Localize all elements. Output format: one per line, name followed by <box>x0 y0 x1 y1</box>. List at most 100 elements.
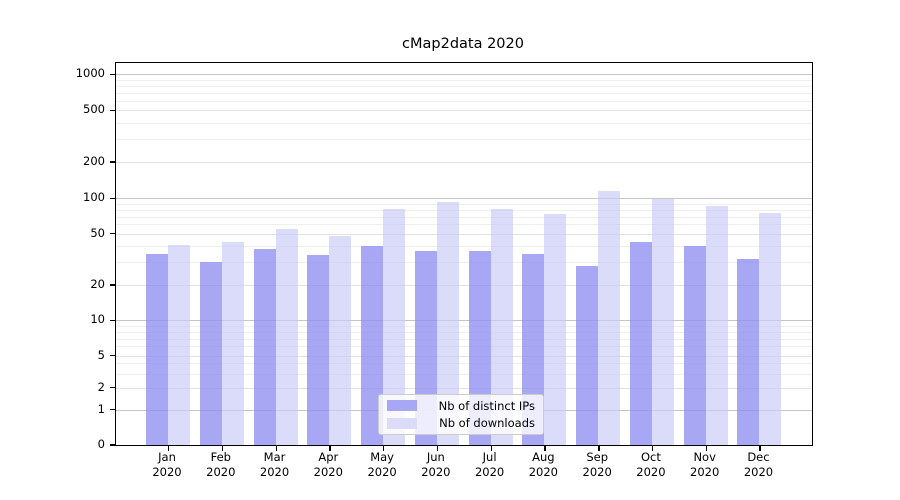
y-tick-label-2: 2 <box>97 379 105 394</box>
x-tick-label-dec: Dec 2020 <box>743 450 774 479</box>
bar-downloads-dec <box>759 213 782 445</box>
gridline-50 <box>116 233 812 235</box>
x-tick-mark-jan <box>168 446 170 451</box>
y-tick-mark-50 <box>110 233 115 235</box>
x-tick-label-apr: Apr 2020 <box>313 450 343 479</box>
legend-swatch-distinct-ips <box>387 400 417 412</box>
bar-downloads-mar <box>275 228 298 445</box>
gridline-7 <box>116 338 812 340</box>
plot-area <box>110 62 813 451</box>
x-tick-label-jan: Jan 2020 <box>152 450 182 479</box>
y-tick-mark-100 <box>110 197 115 199</box>
gridline-800 <box>116 85 812 87</box>
gridline-90 <box>116 203 812 205</box>
bar-downloads-jun <box>436 202 459 445</box>
bar-downloads-jan <box>168 244 190 445</box>
y-tick-mark-500 <box>110 109 115 111</box>
bar-downloads-may <box>383 209 406 445</box>
bar-distinct-ips-feb <box>199 262 222 445</box>
x-tick-mark-feb <box>221 446 224 451</box>
y-tick-label-200: 200 <box>83 154 105 168</box>
bar-downloads-aug <box>544 213 567 445</box>
legend-label-downloads: Nb of downloads <box>439 416 535 431</box>
gridline-900 <box>116 79 812 81</box>
gridline-20 <box>116 285 812 286</box>
x-tick-mark-aug <box>544 446 546 451</box>
x-tick-mark-nov <box>705 446 708 451</box>
y-tick-label-20: 20 <box>90 277 105 291</box>
gridline-300 <box>116 139 812 141</box>
gridline-200 <box>116 162 812 163</box>
gridline-100 <box>116 198 812 200</box>
bar-distinct-ips-oct <box>629 242 652 445</box>
y-tick-label-1: 1 <box>97 401 105 416</box>
x-tick-label-mar: Mar 2020 <box>259 450 290 479</box>
x-tick-mark-apr <box>329 446 331 451</box>
y-tick-label-0: 0 <box>97 437 105 451</box>
x-tick-label-jul: Jul 2020 <box>474 450 505 479</box>
legend-swatch-downloads <box>387 417 417 429</box>
x-tick-label-jun: Jun 2020 <box>421 450 451 479</box>
y-tick-label-100: 100 <box>83 190 105 205</box>
y-tick-label-5: 5 <box>97 347 105 362</box>
gridline-400 <box>116 122 812 124</box>
y-tick-mark-1 <box>110 409 115 411</box>
y-tick-label-10: 10 <box>90 312 105 327</box>
gridline-9 <box>116 325 812 327</box>
bar-downloads-apr <box>329 236 352 445</box>
y-tick-mark-1000 <box>110 73 115 75</box>
y-tick-mark-2 <box>110 387 115 389</box>
gridline-600 <box>116 100 812 102</box>
gridline-70 <box>116 216 812 218</box>
chart-title: cMap2data 2020 <box>402 36 524 52</box>
y-tick-mark-5 <box>110 355 115 357</box>
x-tick-mark-jun <box>436 446 439 451</box>
x-tick-mark-may <box>383 446 385 451</box>
legend: Nb of distinct IPs Nb of downloads <box>378 394 544 435</box>
x-tick-mark-oct <box>651 446 654 451</box>
y-tick-mark-10 <box>110 319 115 321</box>
x-tick-label-aug: Aug 2020 <box>528 450 559 479</box>
y-tick-label-50: 50 <box>90 225 105 240</box>
x-tick-mark-jul <box>490 446 492 451</box>
legend-label-distinct-ips: Nb of distinct IPs <box>438 398 535 413</box>
gridline-4 <box>116 363 812 365</box>
bar-distinct-ips-may <box>361 246 384 445</box>
y-tick-mark-20 <box>110 284 115 286</box>
x-tick-label-may: May 2020 <box>367 450 397 479</box>
bar-downloads-jul <box>490 209 513 445</box>
gridline-40 <box>116 246 812 248</box>
gridline-3 <box>116 373 812 375</box>
gridline-700 <box>116 92 812 94</box>
x-tick-mark-dec <box>759 446 761 451</box>
gridline-6 <box>116 346 812 348</box>
bar-distinct-ips-nov <box>683 246 706 445</box>
y-tick-label-1000: 1000 <box>75 66 105 81</box>
gridline-10 <box>116 320 812 322</box>
gridline-500 <box>116 110 812 112</box>
x-tick-label-nov: Nov 2020 <box>690 450 720 479</box>
y-tick-label-500: 500 <box>83 102 105 117</box>
bar-distinct-ips-mar <box>253 249 276 445</box>
gridline-1000 <box>116 74 812 76</box>
x-tick-label-feb: Feb 2020 <box>206 450 236 479</box>
gridline-80 <box>116 209 812 211</box>
bar-downloads-sep <box>598 190 621 445</box>
y-tick-mark-0 <box>110 444 115 446</box>
bar-downloads-oct <box>651 199 674 445</box>
legend-item-downloads: Nb of downloads <box>387 416 535 430</box>
y-tick-mark-200 <box>110 161 115 163</box>
gridline-8 <box>116 331 812 333</box>
bar-distinct-ips-apr <box>307 255 330 445</box>
gridline-60 <box>116 224 812 226</box>
x-tick-mark-sep <box>598 446 600 451</box>
bar-distinct-ips-sep <box>576 266 599 445</box>
legend-item-distinct-ips: Nb of distinct IPs <box>387 399 535 413</box>
gridline-30 <box>116 262 812 264</box>
bar-downloads-feb <box>221 242 244 445</box>
gridline-2 <box>116 387 812 389</box>
bar-distinct-ips-dec <box>737 258 760 445</box>
x-tick-label-oct: Oct 2020 <box>636 450 666 479</box>
bar-downloads-nov <box>705 206 728 445</box>
